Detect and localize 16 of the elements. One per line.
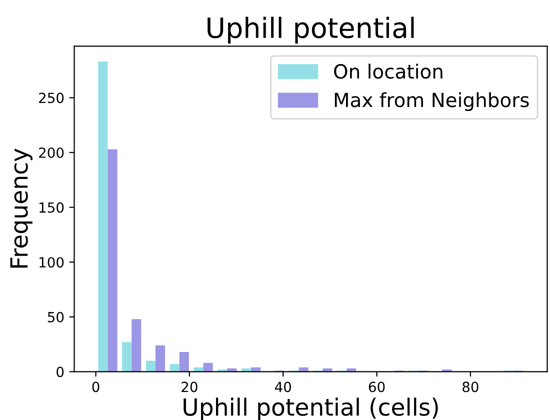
x-tick-label: 40: [274, 382, 292, 392]
y-tick-label: 150: [40, 202, 64, 213]
chart-title: Uphill potential: [208, 16, 414, 44]
y-tick-label: 200: [39, 147, 64, 158]
legend-label: On location: [334, 64, 442, 79]
y-tick-label: 250: [39, 92, 64, 104]
x-tick-label: 80: [462, 382, 478, 392]
x-tick-label: 60: [368, 382, 385, 392]
y-tick-label: 0: [56, 366, 64, 378]
x-tick-label: 0: [92, 382, 100, 392]
y-tick-label: 100: [40, 257, 64, 268]
y-axis-title: Frequency: [10, 148, 32, 268]
x-axis-title: Uphill potential (cells): [184, 398, 438, 420]
x-tick-label: 20: [182, 382, 198, 392]
y-tick-label: 50: [48, 312, 64, 322]
legend-label: Max from Neighbors: [334, 92, 529, 112]
